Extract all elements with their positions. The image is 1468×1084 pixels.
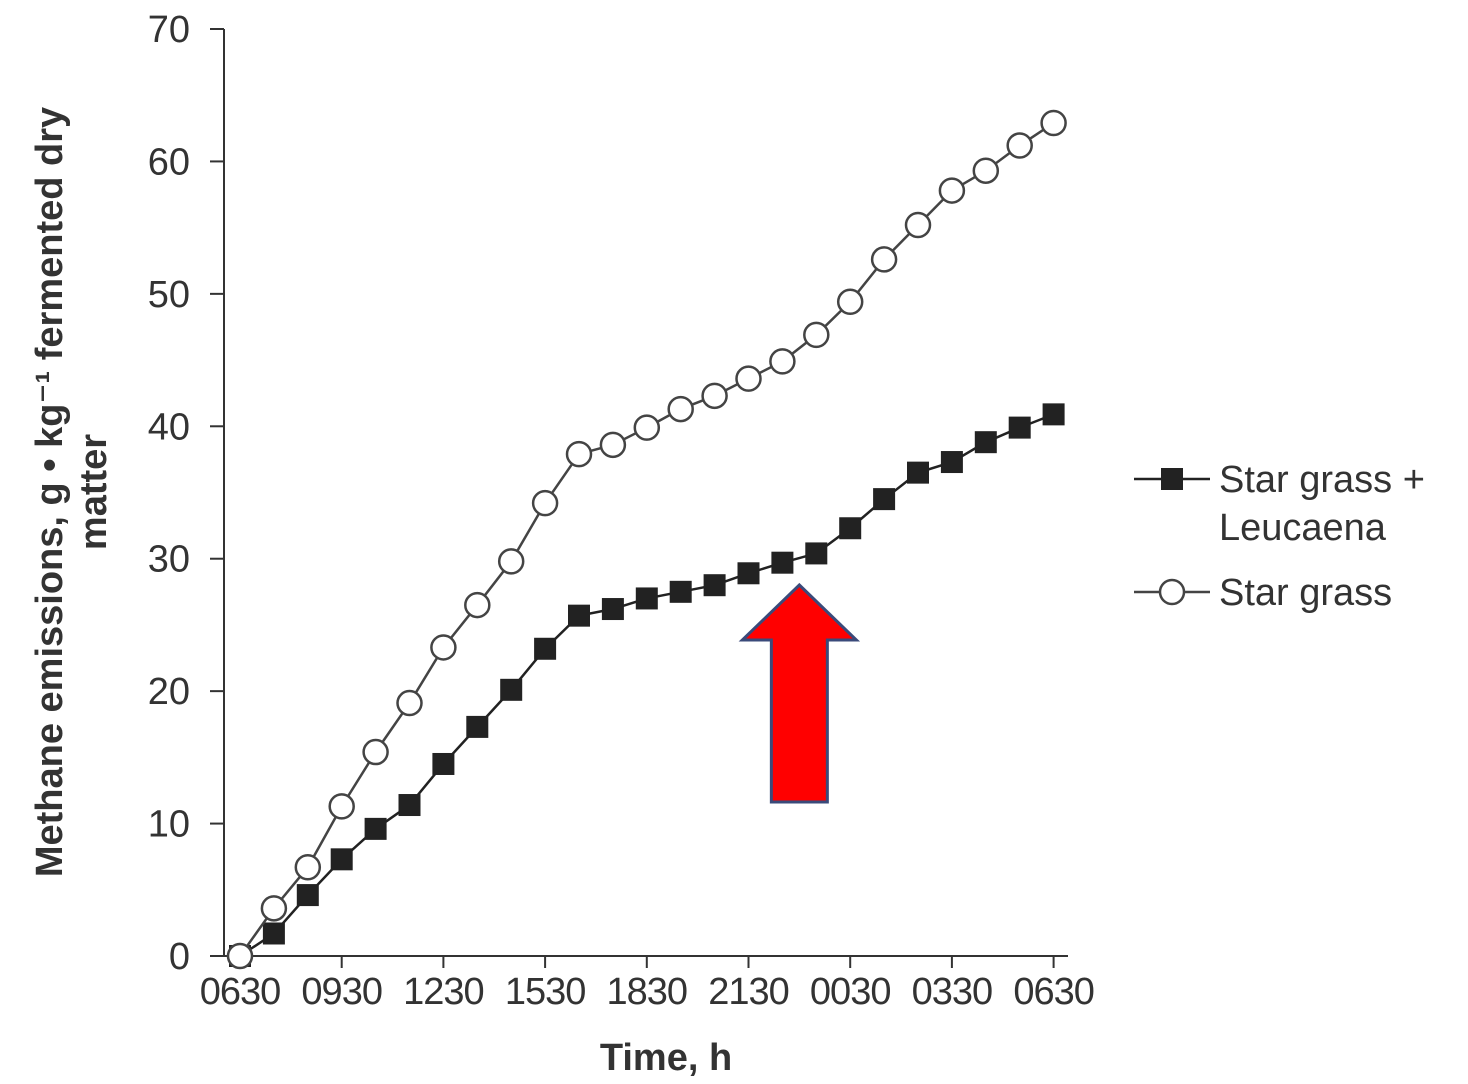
x-tick-label: 0030 xyxy=(810,971,891,1013)
data-point xyxy=(1040,109,1067,137)
data-point xyxy=(296,884,319,907)
data-point xyxy=(565,440,593,468)
data-point xyxy=(803,321,830,349)
data-point xyxy=(330,848,353,871)
data-point xyxy=(974,431,997,454)
data-point xyxy=(534,637,557,660)
series-layer xyxy=(226,109,1067,970)
data-point xyxy=(430,634,457,661)
y-tick-label: 40 xyxy=(148,406,190,448)
x-tick-label: 1530 xyxy=(505,971,586,1013)
data-point xyxy=(873,488,896,511)
series-line xyxy=(238,121,1055,957)
y-tick-label: 0 xyxy=(169,936,190,978)
legend-label: Leucaena xyxy=(1219,507,1387,549)
x-tick-label: 1830 xyxy=(607,971,688,1013)
data-point xyxy=(771,551,794,574)
data-point xyxy=(432,752,455,775)
legend-marker-circle xyxy=(1158,578,1186,606)
data-point xyxy=(500,678,523,701)
series-star-grass-leucaena xyxy=(229,403,1065,967)
data-point xyxy=(1006,132,1033,159)
data-point xyxy=(1008,416,1031,439)
data-point xyxy=(262,922,285,945)
data-point xyxy=(737,562,760,585)
data-point xyxy=(635,587,658,610)
data-point xyxy=(938,177,966,204)
data-point xyxy=(260,895,288,922)
x-axis-ticks: 0630 0930 1230 1530 1830 2130 0030 0330 0630 xyxy=(200,956,1095,1013)
x-tick-label: 0930 xyxy=(301,971,382,1013)
data-point xyxy=(839,517,862,540)
x-tick-label: 0330 xyxy=(912,971,993,1013)
x-axis-title: Time, h xyxy=(600,1037,732,1079)
x-tick-label: 0630 xyxy=(200,971,281,1013)
x-tick-label: 0630 xyxy=(1013,971,1094,1013)
data-point xyxy=(669,580,692,603)
series-star-grass xyxy=(226,109,1067,970)
data-point xyxy=(703,574,726,597)
data-point xyxy=(667,395,694,423)
data-point xyxy=(568,604,590,627)
annotation-layer xyxy=(738,582,861,804)
x-tick-label: 1230 xyxy=(403,971,484,1013)
data-point xyxy=(735,365,762,392)
data-point xyxy=(907,461,929,484)
data-point xyxy=(633,414,661,441)
y-axis-title: Methane emissions, g • kg⁻¹ fermented dr… xyxy=(29,107,115,877)
data-point xyxy=(497,548,525,575)
data-point xyxy=(328,793,355,820)
data-point xyxy=(836,288,864,316)
y-tick-label: 30 xyxy=(148,539,190,581)
y-tick-label: 60 xyxy=(148,141,190,183)
data-point xyxy=(226,942,254,970)
data-point xyxy=(769,348,796,375)
data-point xyxy=(362,738,389,766)
legend-label: Star grass + xyxy=(1219,459,1425,501)
data-point xyxy=(972,157,1000,184)
data-point xyxy=(464,591,491,619)
data-point xyxy=(601,598,624,621)
y-tick-label: 70 xyxy=(148,9,190,51)
data-point xyxy=(466,715,489,738)
legend-item: Star grass + Leucaena xyxy=(1134,459,1425,549)
data-point xyxy=(398,794,421,817)
legend: Star grass + Leucaena Star grass xyxy=(1134,459,1425,614)
y-axis-ticks: 0 10 20 30 40 50 60 70 xyxy=(148,9,224,978)
data-point xyxy=(701,382,728,410)
data-point xyxy=(870,246,898,273)
data-point xyxy=(805,542,828,565)
data-point xyxy=(294,854,322,881)
y-tick-label: 20 xyxy=(148,671,190,713)
data-point xyxy=(364,817,387,840)
data-point xyxy=(599,431,627,459)
legend-label: Star grass xyxy=(1219,572,1392,614)
data-point xyxy=(531,489,559,517)
data-point xyxy=(1042,403,1065,426)
legend-item: Star grass xyxy=(1134,572,1392,614)
data-point xyxy=(940,451,963,474)
axes xyxy=(223,29,1068,957)
x-tick-label: 2130 xyxy=(708,971,789,1013)
data-point xyxy=(904,211,932,239)
y-tick-label: 10 xyxy=(148,804,190,846)
y-tick-label: 50 xyxy=(148,274,190,316)
annotation-arrow-up xyxy=(738,582,861,804)
series-line xyxy=(239,413,1055,958)
data-point xyxy=(396,689,423,717)
legend-marker-square xyxy=(1161,468,1183,490)
